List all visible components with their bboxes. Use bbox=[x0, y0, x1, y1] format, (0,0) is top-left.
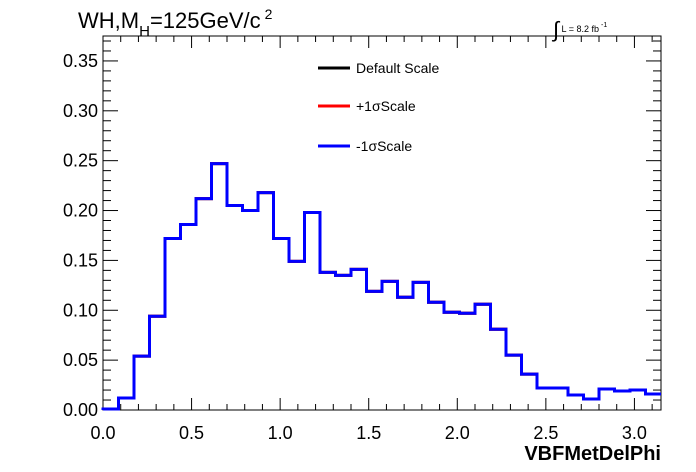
chart-title-main: WH,M bbox=[78, 8, 140, 33]
plot-frame bbox=[102, 35, 662, 411]
luminosity-unit-superscript: -1 bbox=[601, 22, 608, 29]
chart-title: WH,MH=125GeV/c 2 bbox=[78, 6, 272, 40]
legend-label-2: -1σScale bbox=[356, 138, 412, 154]
chart-title-mid: =125GeV/c bbox=[149, 8, 261, 33]
luminosity-label: ∫ L = 8.2 fb -1 bbox=[553, 12, 608, 42]
chart-title-superscript: 2 bbox=[264, 6, 273, 22]
x-tick-label: 2.5 bbox=[533, 423, 558, 443]
series-lines bbox=[101, 162, 661, 411]
legend-label-0: Default Scale bbox=[356, 60, 439, 76]
y-tick-label: 0.25 bbox=[63, 151, 98, 171]
y-tick-label: 0.00 bbox=[63, 400, 98, 420]
integral-sign-icon: ∫ bbox=[553, 17, 560, 42]
y-tick-label: 0.30 bbox=[63, 101, 98, 121]
y-tick-label: 0.20 bbox=[63, 201, 98, 221]
x-tick-label: 1.0 bbox=[268, 423, 293, 443]
x-tick-label: 1.5 bbox=[356, 423, 381, 443]
plot-frame-border bbox=[102, 35, 662, 411]
y-tick-label: 0.35 bbox=[63, 51, 98, 71]
y-tick-label: 0.10 bbox=[63, 300, 98, 320]
x-tick-label: 3.0 bbox=[622, 423, 647, 443]
x-tick-label: 0.0 bbox=[90, 423, 115, 443]
chart-title-subscript: H bbox=[139, 23, 150, 40]
y-tick-label: 0.15 bbox=[63, 250, 98, 270]
series-line-2 bbox=[101, 162, 661, 411]
axis-ticks: 0.00 0.05 0.10 0.15 0.20 0.25 0.30 0.35 0.0 0.5 1.… bbox=[63, 36, 661, 443]
y-tick-label: 0.05 bbox=[63, 350, 98, 370]
legend: Default Scale +1σScale -1σScale bbox=[318, 60, 439, 154]
x-tick-label: 0.5 bbox=[179, 423, 204, 443]
x-axis-title: VBFMetDelPhi bbox=[524, 443, 661, 465]
legend-label-1: +1σScale bbox=[356, 98, 416, 114]
x-tick-label: 2.0 bbox=[445, 423, 470, 443]
luminosity-value: L = 8.2 fb bbox=[561, 24, 599, 34]
